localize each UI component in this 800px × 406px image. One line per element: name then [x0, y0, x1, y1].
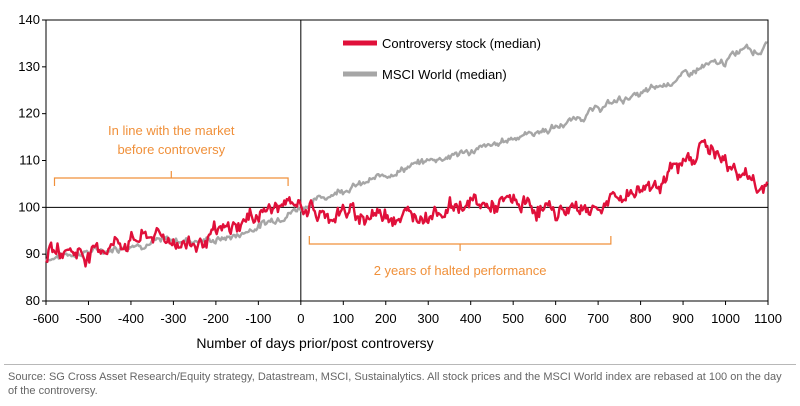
chart-annotations: In line with the market before controvers…	[53, 123, 612, 278]
x-tick-label: 800	[630, 311, 652, 326]
annotation-halted-performance: 2 years of halted performance	[374, 263, 547, 278]
bracket-halted-performance	[308, 236, 612, 251]
x-tick-label: 500	[502, 311, 524, 326]
x-tick-label: 700	[587, 311, 609, 326]
plot-frame	[45, 19, 769, 302]
y-tick-label: 100	[18, 199, 40, 214]
x-axis-ticks: -600 -500 -400 -300 -200 -100 0 100 200 300 400 500…	[33, 301, 782, 326]
controversy-stock-line	[45, 138, 769, 268]
x-tick-label: -400	[118, 311, 144, 326]
x-tick-label: -300	[160, 311, 186, 326]
x-tick-label: -100	[245, 311, 271, 326]
annotation-before-controversy: In line with the market	[108, 123, 235, 138]
y-axis-ticks: 80 90 100 110 120 130 140	[18, 12, 46, 308]
x-tick-label: 1000	[711, 311, 740, 326]
y-tick-label: 80	[26, 293, 40, 308]
line-chart: 80 90 100 110 120 130 140 -600 -500 -400 -300 -200…	[18, 12, 782, 351]
y-tick-label: 140	[18, 12, 40, 27]
source-divider	[4, 364, 796, 365]
msci-world-line	[44, 41, 768, 263]
bracket-before-controversy	[53, 171, 289, 186]
x-axis-label: Number of days prior/post controversy	[196, 335, 433, 351]
x-tick-label: 0	[297, 311, 304, 326]
x-tick-label: 200	[375, 311, 397, 326]
x-tick-label: 400	[460, 311, 482, 326]
chart-axes	[45, 19, 769, 302]
source-note: Source: SG Cross Asset Research/Equity s…	[8, 371, 782, 397]
chart-legend: Controversy stock (median) MSCI World (me…	[343, 36, 541, 82]
annotation-before-controversy: before controversy	[117, 142, 225, 157]
x-tick-label: 900	[672, 311, 694, 326]
x-tick-label: -600	[33, 311, 59, 326]
y-tick-label: 110	[19, 153, 40, 168]
x-tick-label: -500	[75, 311, 101, 326]
x-tick-label: 1100	[754, 311, 782, 326]
legend-label: Controversy stock (median)	[382, 36, 541, 51]
chart-series	[44, 41, 769, 268]
y-tick-label: 130	[18, 59, 40, 74]
x-tick-label: 100	[332, 311, 354, 326]
x-tick-label: -200	[203, 311, 229, 326]
x-tick-label: 300	[417, 311, 439, 326]
legend-label: MSCI World (median)	[382, 67, 507, 82]
y-tick-label: 120	[18, 106, 40, 121]
x-tick-label: 600	[545, 311, 567, 326]
y-tick-label: 90	[26, 246, 40, 261]
